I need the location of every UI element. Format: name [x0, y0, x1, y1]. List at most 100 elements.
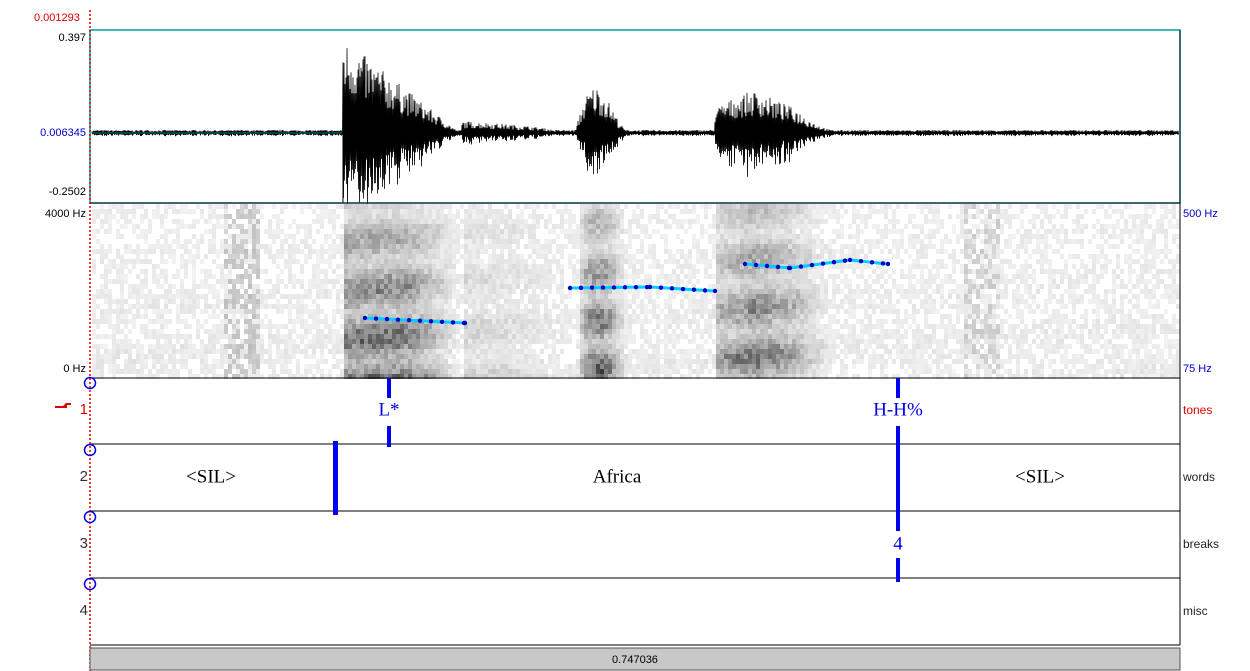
spectrogram-cell [600, 229, 604, 234]
spectrogram-cell [684, 309, 688, 314]
spectrogram-cell [736, 359, 740, 364]
spectrogram-cell [464, 294, 468, 299]
spectrogram-cell [736, 209, 740, 214]
spectrogram-cell [600, 234, 604, 239]
spectrogram-cell [392, 309, 396, 314]
spectrogram-cell [336, 304, 340, 309]
spectrogram-cell [560, 334, 564, 339]
spectrogram-cell [716, 284, 720, 289]
spectrogram-cell [464, 209, 468, 214]
spectrogram-cell [788, 319, 792, 324]
spectrogram-cell [424, 249, 428, 254]
spectrogram-cell [204, 269, 208, 274]
spectrogram-cell [340, 249, 344, 254]
spectrogram-cell [592, 309, 596, 314]
spectrogram-cell [192, 314, 196, 319]
spectrogram-cell [784, 339, 788, 344]
spectrogram-cell [512, 224, 516, 229]
spectrogram-cell [524, 304, 528, 309]
spectrogram-cell [172, 254, 176, 259]
spectrogram-cell [496, 344, 500, 349]
spectrogram-cell [616, 324, 620, 329]
spectrogram-cell [124, 369, 128, 374]
spectrogram-cell [692, 314, 696, 319]
spectrogram-cell [172, 294, 176, 299]
spectrogram-cell [368, 359, 372, 364]
spectrogram-cell [624, 274, 628, 279]
spectrogram-cell [380, 289, 384, 294]
spectrogram-cell [500, 314, 504, 319]
spectrogram-cell [472, 229, 476, 234]
spectrogram-cell [580, 319, 584, 324]
spectrogram-cell [364, 349, 368, 354]
spectrogram-cell [360, 299, 364, 304]
spectrogram-cell [740, 299, 744, 304]
spectrogram-cell [716, 279, 720, 284]
spectrogram-cell [528, 364, 532, 369]
spectrogram-cell [656, 354, 660, 359]
spectrogram-cell [388, 274, 392, 279]
spectrogram-cell [592, 344, 596, 349]
spectrogram-cell [652, 349, 656, 354]
spectrogram-cell [740, 254, 744, 259]
spectrogram-cell [320, 284, 324, 289]
spectrogram-cell [396, 339, 400, 344]
spectrogram-cell [592, 329, 596, 334]
spectrogram-cell [376, 299, 380, 304]
spectrogram-cell [404, 314, 408, 319]
spectrogram-cell [724, 264, 728, 269]
spectrogram-cell [424, 349, 428, 354]
spectrogram-cell [108, 324, 112, 329]
spectrogram-cell [328, 289, 332, 294]
spectrogram-cell [180, 224, 184, 229]
spectrogram-cell [668, 324, 672, 329]
spectrogram-cell [480, 334, 484, 339]
spectrogram-cell [216, 279, 220, 284]
spectrogram-cell [692, 359, 696, 364]
spectrogram-cell [256, 329, 260, 334]
spectrogram-cell [744, 229, 748, 234]
spectrogram-cell [432, 229, 436, 234]
spectrogram-cell [668, 224, 672, 229]
spectrogram-cell [232, 204, 236, 209]
spectrogram-cell [560, 269, 564, 274]
spectrogram-cell [776, 204, 780, 209]
spectrogram-cell [792, 304, 796, 309]
spectrogram-cell [144, 359, 148, 364]
spectrogram-cell [488, 269, 492, 274]
spectrogram-cell [644, 274, 648, 279]
spectrogram-cell [376, 214, 380, 219]
spectrogram-cell [440, 259, 444, 264]
spectrogram-cell [548, 314, 552, 319]
spectrogram-cell [516, 369, 520, 374]
spectrogram-cell [348, 239, 352, 244]
spectrogram-cell [796, 254, 800, 259]
spectrogram-cell [476, 229, 480, 234]
spectrogram-cell [176, 234, 180, 239]
spectrogram-cell [300, 304, 304, 309]
spectrogram-cell [768, 309, 772, 314]
spectrogram-cell [784, 254, 788, 259]
spectrogram-cell [360, 359, 364, 364]
spectrogram-cell [192, 284, 196, 289]
spectrogram-cell [780, 329, 784, 334]
spectrogram-cell [612, 274, 616, 279]
spectrogram-cell [300, 269, 304, 274]
spectrogram-cell [424, 209, 428, 214]
spectrogram-cell [596, 354, 600, 359]
spectrogram-cell [588, 319, 592, 324]
spectrogram-cell [144, 269, 148, 274]
spectrogram-cell [440, 269, 444, 274]
spectrogram-cell [732, 324, 736, 329]
spectrogram-cell [112, 359, 116, 364]
spectrogram-cell [264, 324, 268, 329]
spectrogram-cell [492, 299, 496, 304]
spectrogram-cell [136, 234, 140, 239]
spectrogram-cell [564, 304, 568, 309]
spectrogram-cell [284, 364, 288, 369]
spectrogram-cell [252, 269, 256, 274]
spectrogram-cell [504, 319, 508, 324]
spectrogram-cell [604, 279, 608, 284]
spectrogram-cell [780, 309, 784, 314]
spectrogram-cell [456, 364, 460, 369]
